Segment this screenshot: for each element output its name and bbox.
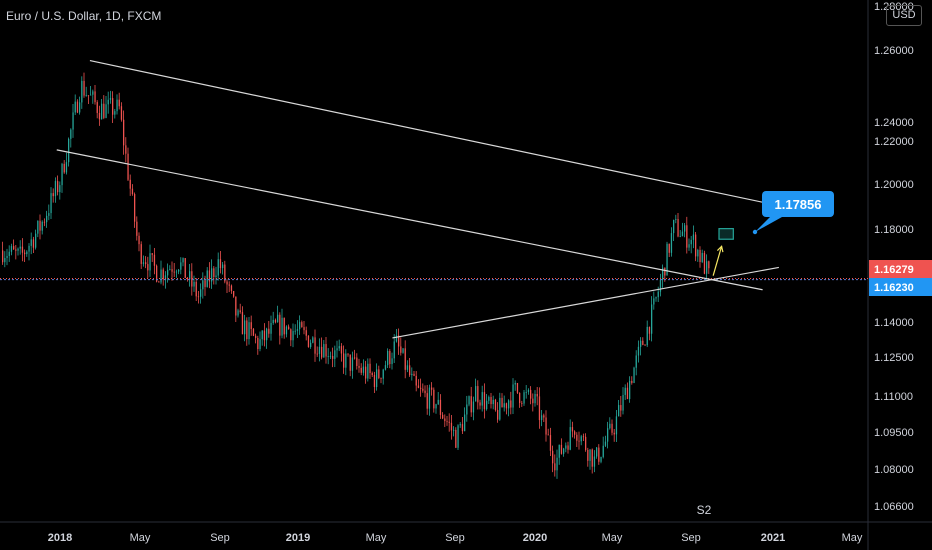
y-tick-label: 1.22000	[874, 136, 914, 148]
callout-pointer	[755, 217, 782, 232]
s2-annotation: S2	[697, 503, 712, 517]
currency-button[interactable]: USD	[886, 5, 922, 26]
x-tick-label: May	[130, 532, 151, 544]
rising-support-line[interactable]	[392, 266, 779, 339]
candles	[2, 72, 710, 479]
y-tick-label: 1.08000	[874, 464, 914, 476]
y-tick-label: 1.09500	[874, 427, 914, 439]
callout-anchor	[752, 229, 758, 235]
callout-box[interactable]	[762, 191, 834, 217]
x-tick-label: Sep	[445, 532, 465, 544]
chart-title: Euro / U.S. Dollar, 1D, FXCM	[6, 9, 162, 23]
x-tick-label: May	[602, 532, 623, 544]
x-tick-label: Sep	[210, 532, 230, 544]
y-tick-label-partial: 1.28000	[874, 1, 914, 13]
level-badge	[869, 278, 932, 296]
x-tick-label: Sep	[681, 532, 701, 544]
lower-channel-line[interactable]	[56, 149, 763, 291]
last-price-badge	[869, 260, 932, 278]
y-tick-label: 1.20000	[874, 179, 914, 191]
last-price-badge-label: 1.16279	[874, 264, 914, 276]
x-tick-label: May	[842, 532, 863, 544]
upper-channel-line[interactable]	[89, 59, 766, 204]
x-tick-label: 2019	[286, 532, 310, 544]
projection-arrow[interactable]	[712, 246, 723, 276]
target-zone-box[interactable]	[718, 228, 734, 240]
y-tick-label: 1.11000	[874, 391, 913, 403]
y-tick-label: 1.06600	[874, 501, 914, 513]
x-tick-label: May	[366, 532, 387, 544]
x-tick-label: 2018	[48, 532, 72, 544]
callout-label: 1.17856	[775, 197, 822, 212]
level-badge-label: 1.16230	[874, 282, 914, 294]
y-tick-label: 1.18000	[874, 224, 914, 236]
x-tick-label: 2021	[761, 532, 785, 544]
y-tick-label: 1.14000	[874, 317, 914, 329]
y-tick-label: 1.12500	[874, 352, 914, 364]
x-tick-label: 2020	[523, 532, 547, 544]
projection-arrow-head	[716, 245, 724, 253]
y-tick-label: 1.26000	[874, 45, 914, 57]
y-tick-label: 1.24000	[874, 117, 914, 129]
